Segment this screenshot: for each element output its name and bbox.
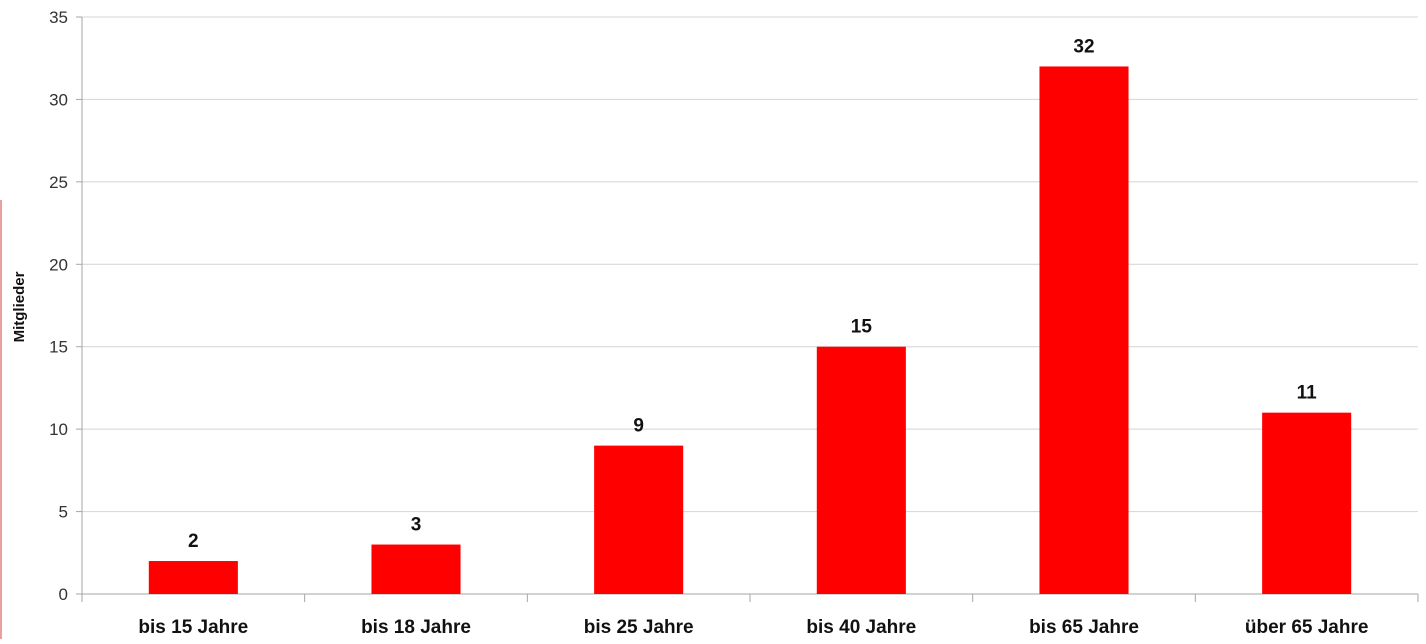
data-label: 32 [1073, 36, 1094, 57]
bar [1262, 412, 1352, 594]
y-tick-label: 35 [49, 8, 68, 27]
bar [371, 544, 461, 594]
data-label: 15 [851, 317, 873, 338]
y-tick-label: 30 [49, 90, 68, 109]
labels-layer: 0 5 10 15 20 25 30 35 2 bis 15 Jahre 3 bis 18 Jahre… [49, 8, 1368, 638]
y-tick-label: 0 [59, 585, 68, 604]
y-tick-label: 5 [59, 503, 68, 522]
x-category-label: bis 15 Jahre [138, 617, 248, 638]
bars-layer [148, 66, 1352, 594]
y-tick-label: 20 [49, 255, 68, 274]
y-tick-label: 25 [49, 173, 68, 192]
left-accent-line [0, 200, 2, 639]
x-category-label: bis 65 Jahre [1029, 617, 1139, 638]
data-label: 9 [633, 416, 644, 437]
data-label: 3 [411, 515, 422, 536]
bar [816, 346, 906, 594]
y-tick-label: 10 [49, 420, 68, 439]
x-category-label: bis 25 Jahre [584, 617, 694, 638]
data-label: 11 [1297, 383, 1318, 404]
axis-layer [76, 16, 1419, 602]
bar [1039, 66, 1129, 594]
x-category-label: bis 40 Jahre [806, 617, 916, 638]
bar [148, 561, 238, 594]
grid-layer [82, 16, 1418, 513]
x-category-label: bis 18 Jahre [361, 617, 471, 638]
y-tick-label: 15 [49, 338, 68, 357]
data-label: 2 [188, 531, 199, 552]
y-axis-title: Mitglieder [11, 271, 28, 342]
x-category-label: über 65 Jahre [1245, 617, 1369, 638]
bar [594, 445, 684, 594]
